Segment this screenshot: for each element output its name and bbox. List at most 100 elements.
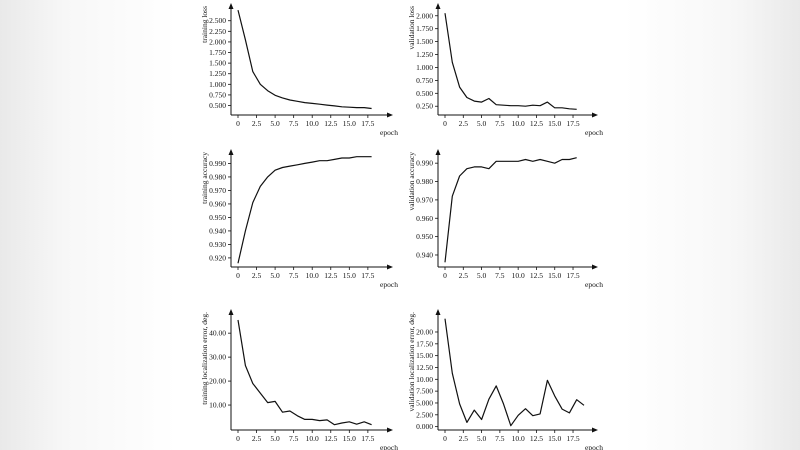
y-tick-label: 1.500 <box>209 59 226 68</box>
x-tick-label: 0 <box>236 434 240 443</box>
y-tick-label: 0.750 <box>209 90 226 99</box>
y-tick-label: 1.500 <box>416 37 433 46</box>
chart-panel-4: 0.940 0.950 0.960 0.970 0.980 0.990 0 2.5 5.0 7.5… <box>407 149 603 289</box>
y-tick-label: 0.950 <box>416 232 433 241</box>
y-tick-label: 12.50 <box>416 363 433 372</box>
x-axis-arrow <box>592 427 598 433</box>
y-tick-label: 30.00 <box>209 353 226 362</box>
y-tick-label: 2.500 <box>209 16 226 25</box>
y-tick-label: 1.000 <box>416 63 433 72</box>
y-axis-label: validation loss <box>407 6 416 50</box>
y-tick-label: 0.990 <box>209 159 226 168</box>
x-tick-label: 10.0 <box>306 271 319 280</box>
x-tick-label: 0 <box>236 119 240 128</box>
x-tick-label: 10.0 <box>512 119 525 128</box>
y-tick-label: 7.500 <box>416 387 433 396</box>
x-tick-label: 15.0 <box>343 271 356 280</box>
x-tick-label: 2.5 <box>252 434 262 443</box>
y-tick-label: 2.250 <box>209 27 226 36</box>
y-tick-label: 20.00 <box>416 327 433 336</box>
series-line <box>237 319 372 426</box>
y-axis-arrow <box>435 3 441 9</box>
x-tick-label: 15.0 <box>548 434 561 443</box>
x-tick-label: 5.0 <box>270 434 280 443</box>
x-tick-label: 0 <box>236 271 240 280</box>
x-tick-label: 15.0 <box>343 119 356 128</box>
series-line <box>444 318 585 427</box>
y-axis-label: training accuracy <box>200 152 209 204</box>
x-tick-label: 15.0 <box>548 119 561 128</box>
x-tick-label: 15.0 <box>343 434 356 443</box>
y-tick-label: 15.00 <box>416 351 433 360</box>
y-tick-label: 0.500 <box>209 101 226 110</box>
x-tick-label: 2.5 <box>252 119 262 128</box>
y-axis-arrow <box>228 3 234 9</box>
y-axis-label: training loss <box>200 6 209 43</box>
x-tick-label: 2.5 <box>459 271 469 280</box>
y-tick-label: 0.930 <box>209 240 226 249</box>
y-axis-arrow <box>228 149 234 155</box>
x-tick-label: 7.5 <box>495 271 505 280</box>
y-tick-label: 0.920 <box>209 253 226 262</box>
x-tick-label: 7.5 <box>289 434 299 443</box>
y-tick-label: 1.750 <box>209 48 226 57</box>
x-tick-label: 5.0 <box>477 119 487 128</box>
x-axis-label: epoch <box>380 128 398 137</box>
x-tick-label: 12.5 <box>324 119 337 128</box>
x-tick-label: 12.5 <box>530 434 543 443</box>
x-axis-arrow <box>387 427 393 433</box>
y-axis-label: validation accuracy <box>407 152 416 211</box>
x-tick-label: 7.5 <box>495 434 505 443</box>
x-tick-label: 12.5 <box>530 119 543 128</box>
y-tick-label: 0.980 <box>209 172 226 181</box>
x-tick-label: 7.5 <box>289 271 299 280</box>
x-tick-label: 17.5 <box>566 434 579 443</box>
y-tick-label: 1.250 <box>209 69 226 78</box>
y-tick-label: 0.990 <box>416 159 433 168</box>
x-axis-label: epoch <box>380 443 398 450</box>
x-tick-label: 2.5 <box>252 271 262 280</box>
y-tick-label: 0.960 <box>416 214 433 223</box>
x-tick-label: 17.5 <box>361 271 374 280</box>
x-tick-label: 12.5 <box>324 434 337 443</box>
y-tick-label: 17.50 <box>416 339 433 348</box>
x-tick-label: 0 <box>443 119 447 128</box>
x-tick-label: 7.5 <box>289 119 299 128</box>
y-tick-label: 2.000 <box>416 11 433 20</box>
x-axis-arrow <box>387 264 393 270</box>
chart-panel-5: 10.00 20.00 30.00 40.00 0 2.5 5.0 7.5 10.0 12.5 15… <box>200 309 398 450</box>
y-tick-label: 5.000 <box>416 398 433 407</box>
x-tick-label: 5.0 <box>477 271 487 280</box>
x-tick-label: 15.0 <box>548 271 561 280</box>
y-tick-label: 0.750 <box>416 76 433 85</box>
x-axis-label: epoch <box>585 443 603 450</box>
x-tick-label: 10.0 <box>306 119 319 128</box>
x-tick-label: 17.5 <box>361 119 374 128</box>
x-axis-arrow <box>592 112 598 118</box>
x-tick-label: 5.0 <box>270 119 280 128</box>
x-tick-label: 2.5 <box>459 434 469 443</box>
chart-panel-3: 0.920 0.930 0.940 0.950 0.960 0.970 0.980 0.990… <box>200 149 398 289</box>
y-tick-label: 0.980 <box>416 177 433 186</box>
series-line <box>444 13 577 110</box>
y-tick-label: 0.950 <box>209 213 226 222</box>
x-tick-label: 7.5 <box>495 119 505 128</box>
series-line <box>444 157 577 263</box>
y-tick-label: 40.00 <box>209 329 226 338</box>
y-tick-label: 20.00 <box>209 377 226 386</box>
x-axis-label: epoch <box>380 280 398 289</box>
x-axis-label: epoch <box>585 128 603 137</box>
x-tick-label: 12.5 <box>530 271 543 280</box>
y-tick-label: 0.970 <box>416 195 433 204</box>
y-tick-label: 0.500 <box>416 89 433 98</box>
y-tick-label: 1.250 <box>416 50 433 59</box>
x-axis-arrow <box>387 112 393 118</box>
y-tick-label: 10.00 <box>416 375 433 384</box>
y-axis-label: validation localization error, deg. <box>407 312 416 412</box>
y-tick-label: 0.250 <box>416 102 433 111</box>
x-tick-label: 0 <box>443 271 447 280</box>
y-axis-arrow <box>435 149 441 155</box>
